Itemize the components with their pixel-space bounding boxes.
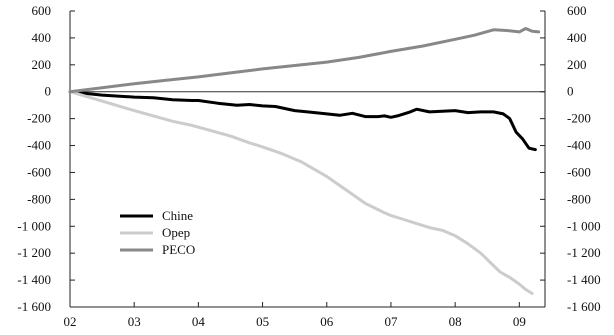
y-tick-label-left: -1 200 [17, 245, 51, 260]
y-tick-label-right: -600 [567, 164, 591, 179]
y-tick-label-left: -800 [27, 191, 51, 206]
y-tick-label-left: -400 [27, 138, 51, 153]
y-tick-label-right: 200 [567, 57, 587, 72]
legend-label-chine: Chine [162, 208, 193, 223]
y-tick-label-left: -1 000 [17, 218, 51, 233]
series-line-chine [68, 90, 537, 152]
series-lines [68, 27, 541, 295]
x-tick-label: 06 [320, 314, 334, 329]
y-tick-label-right: 600 [567, 3, 587, 18]
series-line-peco [68, 27, 541, 94]
y-tick-label-left: 0 [45, 84, 52, 99]
axes [69, 10, 546, 308]
y-tick-label-right: -1 000 [567, 218, 601, 233]
y-tick-label-left: -200 [27, 111, 51, 126]
legend-label-peco: PECO [162, 242, 195, 257]
y-tick-label-left: -1 400 [17, 272, 51, 287]
y-tick-label-left: 400 [32, 30, 52, 45]
x-tick-label: 02 [64, 314, 77, 329]
x-tick-label: 03 [128, 314, 141, 329]
legend-label-opep: Opep [162, 225, 190, 240]
tick-labels: 600 600 400 400 200 200 0 0 -200 -200 -400 -400 -600… [17, 3, 600, 329]
y-tick-label-right: -1 200 [567, 245, 601, 260]
y-tick-label-right: -400 [567, 138, 591, 153]
series-line-opep [68, 90, 534, 295]
y-tick-label-left: -600 [27, 164, 51, 179]
x-tick-label: 04 [192, 314, 206, 329]
y-tick-label-right: 400 [567, 30, 587, 45]
x-tick-label: 08 [449, 314, 462, 329]
y-tick-label-right: 0 [567, 84, 574, 99]
y-tick-label-left: 600 [32, 3, 52, 18]
y-tick-label-right: -200 [567, 111, 591, 126]
y-tick-label-left: 200 [32, 57, 52, 72]
y-tick-label-right: -800 [567, 191, 591, 206]
y-tick-label-right: -1 400 [567, 272, 601, 287]
x-tick-label: 09 [513, 314, 526, 329]
legend: Chine Opep PECO [120, 208, 195, 257]
y-tick-label-right: -1 600 [567, 299, 601, 314]
y-tick-label-left: -1 600 [17, 299, 51, 314]
x-tick-label: 05 [256, 314, 269, 329]
x-tick-label: 07 [384, 314, 398, 329]
